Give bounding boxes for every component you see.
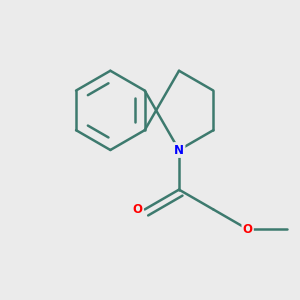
Text: N: N xyxy=(174,143,184,157)
Text: O: O xyxy=(133,203,143,216)
Text: O: O xyxy=(243,223,253,236)
